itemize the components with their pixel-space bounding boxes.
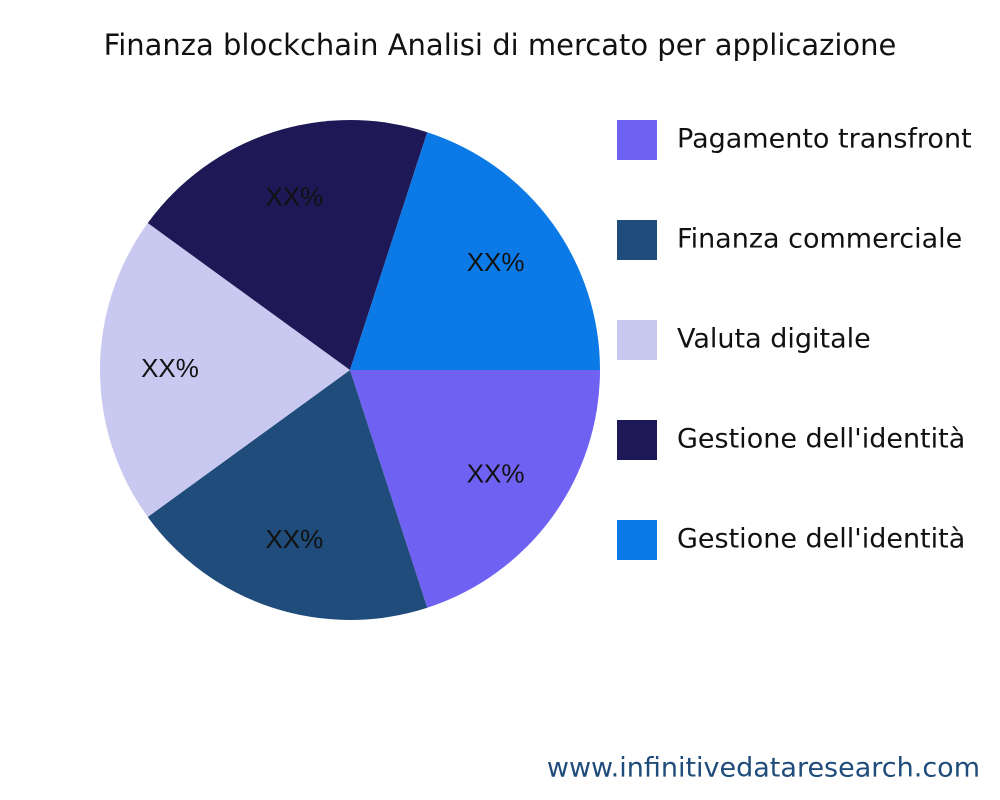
legend-label: Pagamento transfront [677,124,972,155]
pie-slice [147,120,428,370]
slice-label: XX% [467,247,525,277]
legend-swatch [617,320,657,360]
pie-slice [350,370,600,608]
slice-label: XX% [467,459,525,489]
slice-label: XX% [265,182,323,212]
slice-label: XX% [141,353,199,383]
pie-slice [350,132,600,370]
legend-label: Gestione dell'identità [677,424,965,455]
slice-label: XX% [265,524,323,554]
legend-swatch [617,220,657,260]
pie-slice [100,223,350,517]
source: www.infinitivedataresearch.com [547,753,980,784]
legend-label: Valuta digitale [677,324,871,355]
legend-swatch [617,120,657,160]
legend-swatch [617,420,657,460]
pie-slice [147,370,428,620]
legend-label: Finanza commerciale [677,224,962,255]
legend-swatch [617,520,657,560]
legend-label: Gestione dell'identità [677,524,965,555]
chart-title: Finanza blockchain Analisi di mercato pe… [104,28,897,62]
